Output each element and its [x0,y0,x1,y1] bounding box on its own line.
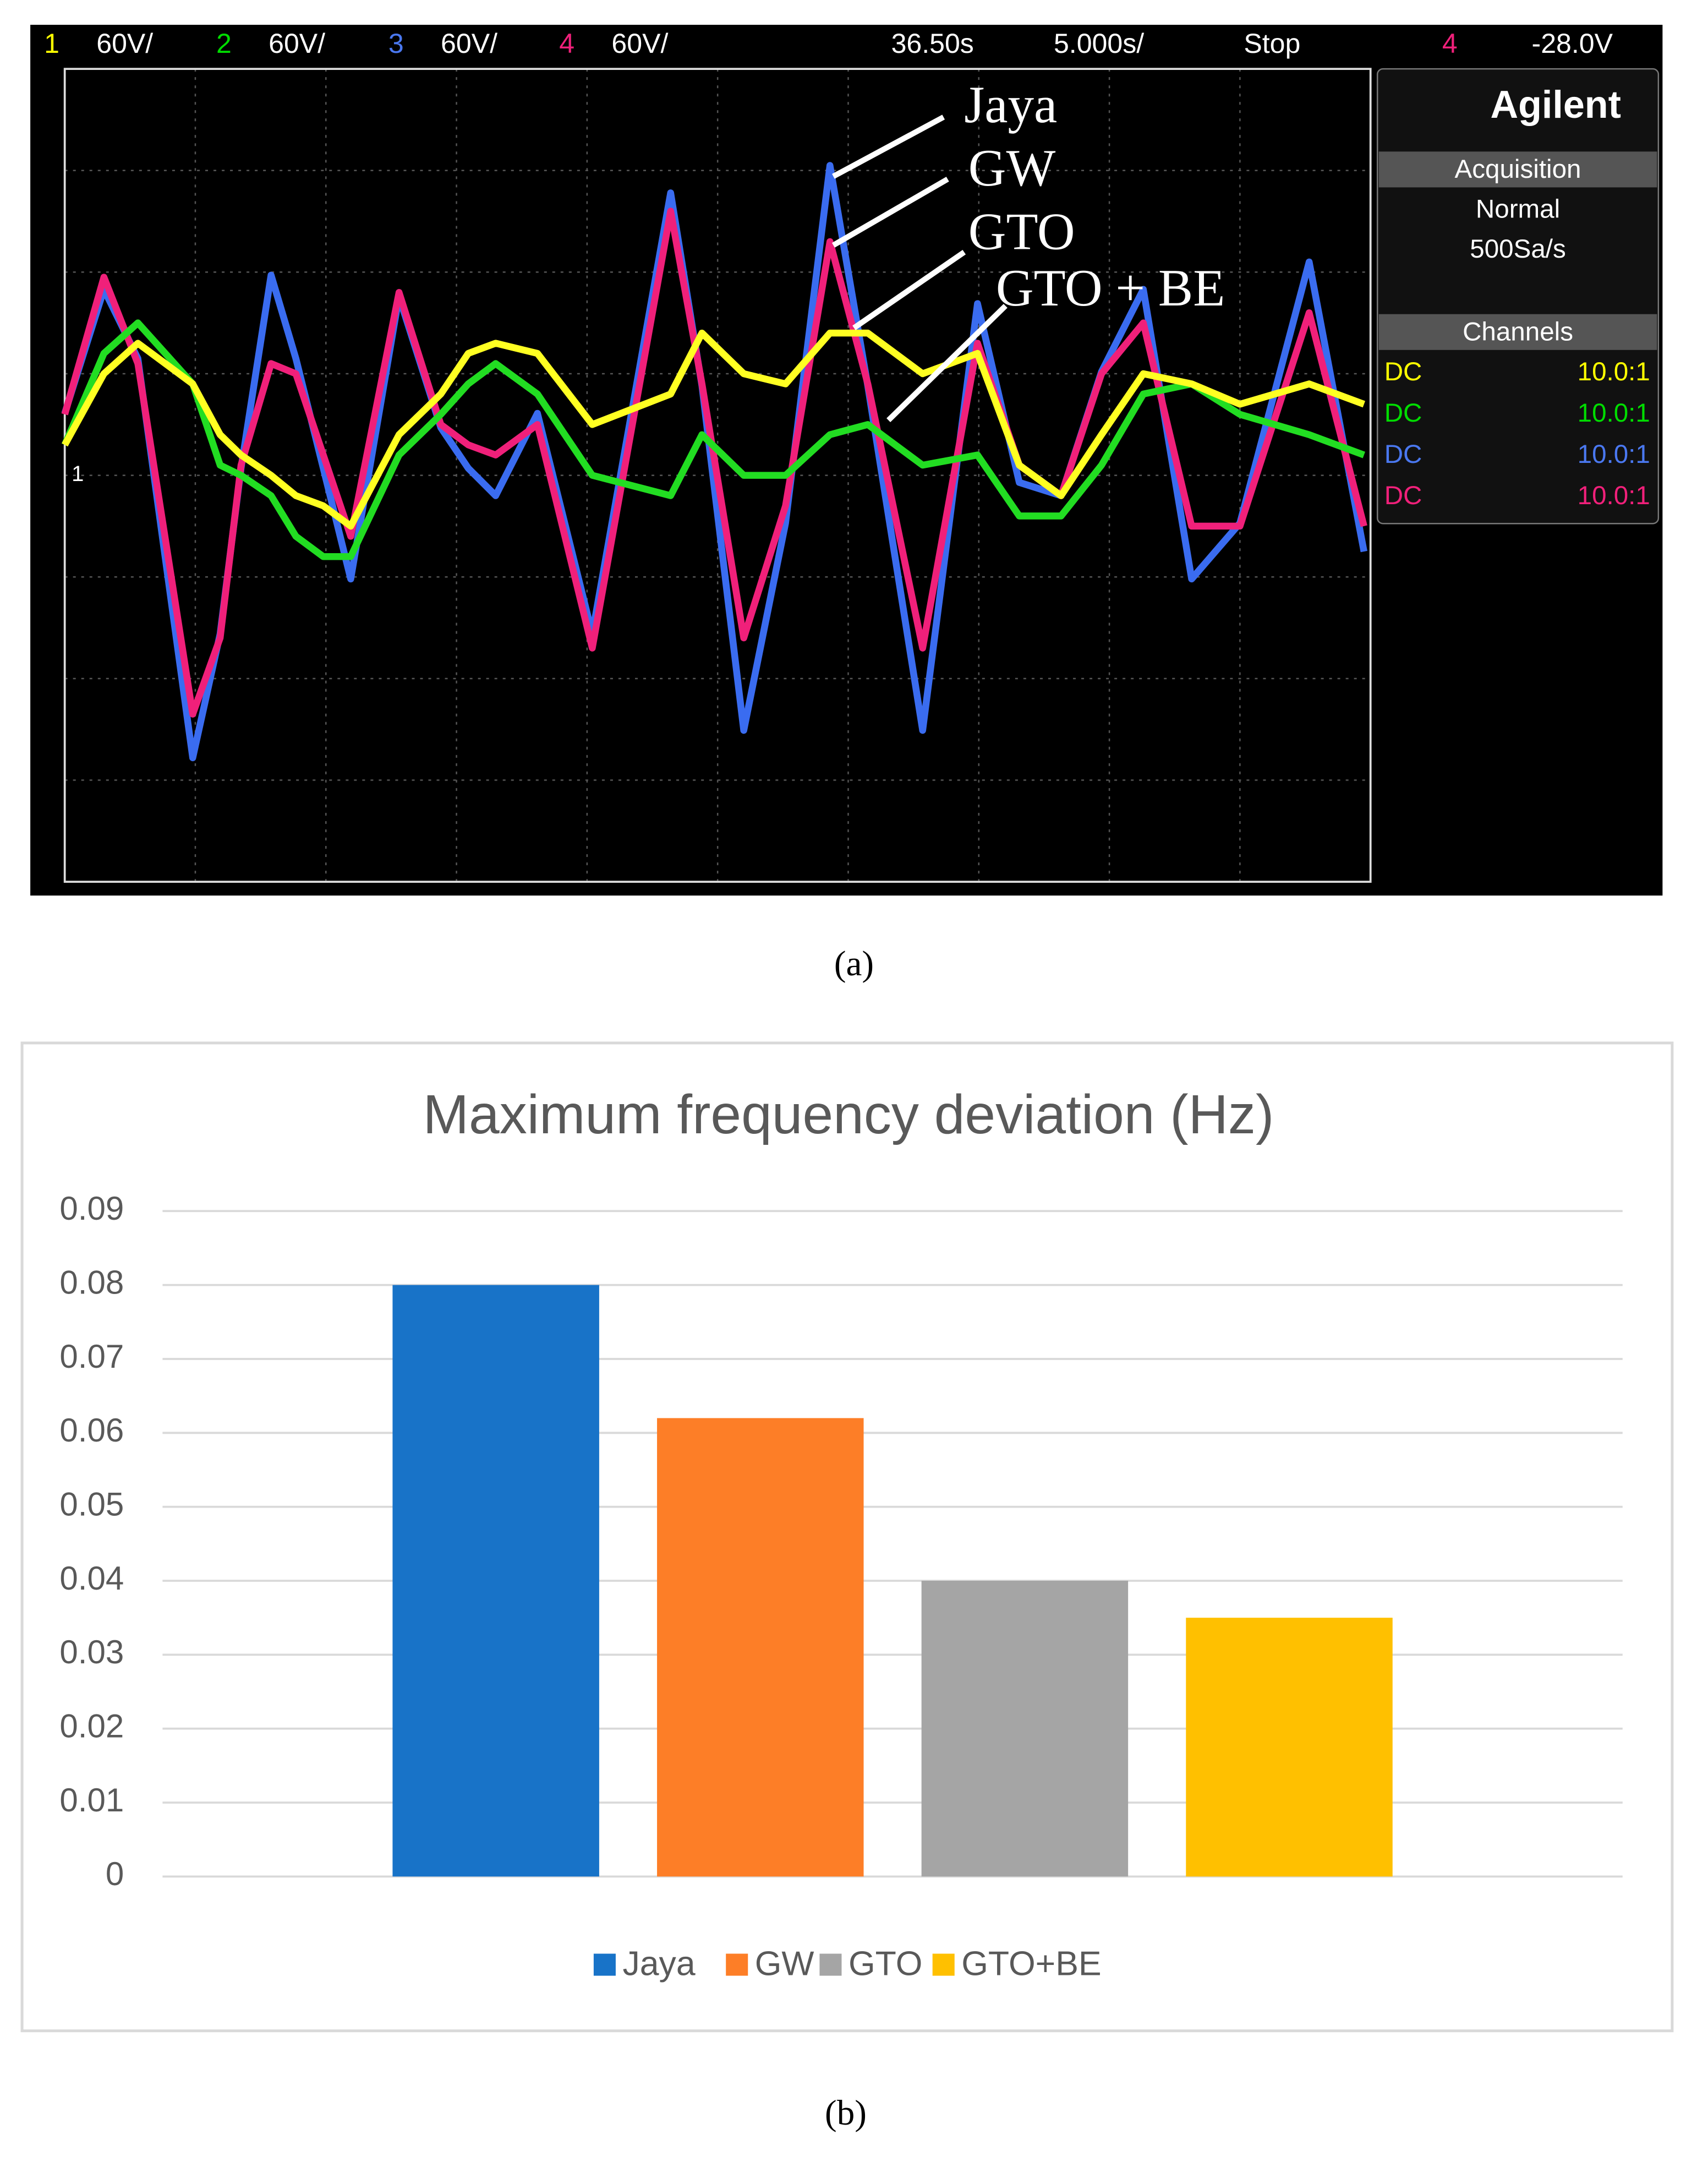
legend-swatch [593,1953,616,1976]
legend-swatch [819,1953,842,1976]
status-text: Stop [1244,28,1300,59]
brand: Agilent [1490,83,1621,126]
annotation: Jaya [964,75,1057,134]
status-text: -28.0V [1532,28,1613,59]
y-tick-label: 0.03 [59,1634,124,1670]
annotation: GTO [968,202,1075,260]
y-tick-label: 0.07 [59,1338,124,1375]
caption: (a) [834,944,874,984]
trace [62,329,1366,530]
channel-coupling: DC [1384,357,1422,386]
y-tick-label: 0.08 [59,1264,124,1301]
legend-swatch [932,1953,955,1976]
channel-probe: 10.0:1 [1578,398,1650,428]
annotation-line [852,249,966,330]
status-text: 36.50s [891,28,974,59]
annotation-line [886,304,1008,423]
annotation-line [831,177,949,248]
status-text: 60V/ [611,28,668,59]
status-text: 4 [559,28,574,59]
channel-coupling: DC [1384,481,1422,510]
ground-marker: 1 [72,462,84,486]
y-tick-label: 0.05 [59,1486,124,1523]
status-text: 60V/ [96,28,153,59]
y-tick-label: 0 [106,1855,124,1892]
panel-header [1378,314,1657,350]
status-text: 2 [216,28,232,59]
y-tick-label: 0.06 [59,1412,124,1449]
status-text: 4 [1442,28,1458,59]
channel-probe: 10.0:1 [1578,481,1650,510]
trace [61,319,1366,560]
panel-title: Channels [1463,317,1573,346]
legend-label: GTO+BE [961,1945,1101,1983]
scope-plot: 1 60V/2 60V/3 60V/4 60V/36.50s 5.000s/Stop 4 -2… [44,28,1650,984]
acq-rate: 500Sa/s [1470,234,1565,264]
legend-swatch [726,1953,748,1976]
panel-header [1378,151,1657,188]
status-text: 3 [388,28,404,59]
bar [921,1580,1129,1877]
bar [657,1418,864,1877]
channel-probe: 10.0:1 [1578,440,1650,469]
y-tick-label: 0.09 [59,1190,124,1227]
bar [392,1285,599,1877]
legend-label: GW [755,1945,814,1983]
bar [1186,1618,1393,1877]
channel-coupling: DC [1384,440,1422,469]
channel-coupling: DC [1384,398,1422,428]
y-tick-label: 0.02 [59,1708,124,1745]
bar-chart: Maximum frequency deviation (Hz) 0 0.01 0.0… [59,1084,1623,2133]
caption: (b) [825,2093,867,2133]
annotation-line [832,114,945,179]
y-tick-label: 0.04 [59,1560,124,1597]
legend-label: GTO [848,1945,922,1983]
y-tick-label: 0.01 [59,1782,124,1819]
plot-border [63,68,1372,883]
channel-probe: 10.0:1 [1578,357,1650,386]
trace [61,208,1367,718]
annotation: GW [968,139,1056,197]
status-text: 60V/ [269,28,325,59]
annotation: GTO + BE [996,259,1225,317]
panel-title: Acquisition [1455,155,1581,184]
acq-mode: Normal [1476,195,1560,224]
legend-label: Jaya [622,1945,695,1983]
status-text: 5.000s/ [1054,28,1144,59]
chart-title: Maximum frequency deviation (Hz) [423,1084,1274,1145]
status-text: 1 [44,28,59,59]
status-text: 60V/ [441,28,497,59]
